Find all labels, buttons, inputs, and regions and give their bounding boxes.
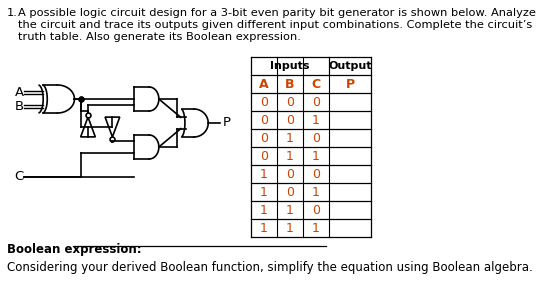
Text: 0: 0 <box>260 150 268 163</box>
Text: Considering your derived Boolean function, simplify the equation using Boolean a: Considering your derived Boolean functio… <box>7 261 532 274</box>
Text: 1: 1 <box>286 132 294 145</box>
Text: A: A <box>14 86 24 99</box>
Text: P: P <box>346 78 355 91</box>
Text: 1.: 1. <box>7 8 17 18</box>
Text: 0: 0 <box>312 132 320 145</box>
Text: 1: 1 <box>286 150 294 163</box>
Text: 1: 1 <box>286 204 294 217</box>
Text: 1: 1 <box>312 222 320 235</box>
Text: 0: 0 <box>312 204 320 217</box>
Text: 1: 1 <box>260 186 268 199</box>
Text: 1: 1 <box>312 186 320 199</box>
Text: 1: 1 <box>260 168 268 181</box>
Text: C: C <box>311 78 321 91</box>
Text: P: P <box>223 117 231 130</box>
Text: B: B <box>285 78 295 91</box>
Text: 0: 0 <box>312 168 320 181</box>
Text: 0: 0 <box>286 168 294 181</box>
Text: truth table. Also generate its Boolean expression.: truth table. Also generate its Boolean e… <box>18 32 301 42</box>
Text: A possible logic circuit design for a 3-bit even parity bit generator is shown b: A possible logic circuit design for a 3-… <box>18 8 536 18</box>
Text: 1: 1 <box>286 222 294 235</box>
Text: the circuit and trace its outputs given different input combinations. Complete t: the circuit and trace its outputs given … <box>18 20 532 30</box>
Text: Output: Output <box>329 61 372 71</box>
Text: 1: 1 <box>312 114 320 127</box>
Text: 0: 0 <box>286 96 294 109</box>
Text: 0: 0 <box>286 114 294 127</box>
Text: Inputs: Inputs <box>270 61 310 71</box>
Text: B: B <box>14 99 24 112</box>
Text: Boolean expression:: Boolean expression: <box>7 243 141 256</box>
Text: 0: 0 <box>260 96 268 109</box>
Text: C: C <box>14 171 24 183</box>
Text: 0: 0 <box>286 186 294 199</box>
Text: 1: 1 <box>260 222 268 235</box>
Text: 0: 0 <box>260 114 268 127</box>
Text: 0: 0 <box>312 96 320 109</box>
Text: 1: 1 <box>260 204 268 217</box>
Text: A: A <box>259 78 269 91</box>
Text: 1: 1 <box>312 150 320 163</box>
Text: 0: 0 <box>260 132 268 145</box>
